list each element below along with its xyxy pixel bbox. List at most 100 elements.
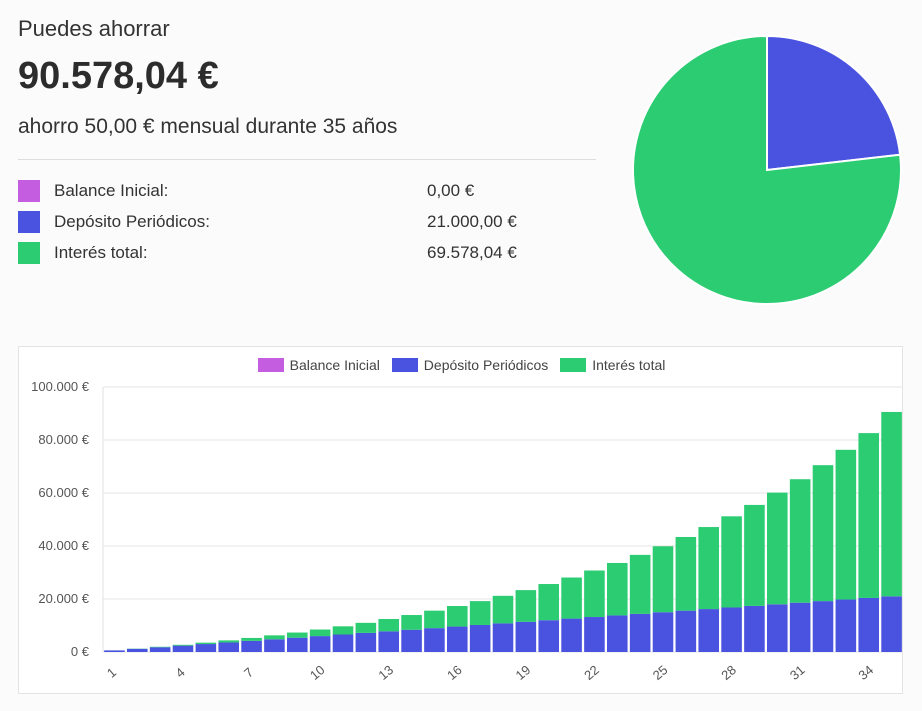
bar-segment-interest-18[interactable]: [492, 595, 514, 624]
bar-segment-deposits-34[interactable]: [858, 597, 879, 652]
bar-segment-interest-34[interactable]: [858, 433, 879, 598]
legend-label: Balance Inicial: [289, 357, 380, 373]
bar-segment-deposits-33[interactable]: [835, 599, 857, 652]
bar-segment-deposits-7[interactable]: [241, 640, 262, 652]
pie-slice-dep-sito-peri-dicos[interactable]: [766, 34, 902, 172]
bar-segment-interest-31[interactable]: [789, 479, 811, 603]
bar-segment-deposits-28[interactable]: [721, 607, 742, 652]
bar-segment-interest-17[interactable]: [469, 601, 491, 625]
x-tick-label: 19: [513, 662, 534, 683]
x-tick-label: 13: [375, 662, 396, 683]
total-amount: 90.578,04 €: [18, 55, 219, 97]
legend-swatch: [391, 358, 418, 372]
x-tick-label: 4: [173, 664, 188, 680]
y-tick-label: 20.000 €: [38, 591, 89, 606]
bar-segment-interest-12[interactable]: [355, 622, 377, 633]
bar-segment-deposits-17[interactable]: [469, 624, 491, 652]
bar-segment-interest-22[interactable]: [584, 570, 605, 618]
bar-segment-interest-5[interactable]: [195, 642, 217, 645]
bar-segment-deposits-18[interactable]: [492, 623, 514, 652]
x-tick-label: 31: [787, 662, 808, 683]
pie-slice-inter-s-total[interactable]: [632, 34, 902, 305]
bar-segment-deposits-3[interactable]: [149, 647, 171, 652]
bar-segment-interest-14[interactable]: [401, 615, 422, 630]
bar-segment-deposits-2[interactable]: [127, 648, 148, 652]
bar-segment-deposits-25[interactable]: [652, 612, 674, 652]
savings-summary: Puedes ahorrar 90.578,04 € ahorro 50,00 …: [18, 14, 598, 142]
bar-segment-deposits-8[interactable]: [264, 639, 285, 652]
breakdown-label: Depósito Periódicos:: [54, 212, 210, 231]
x-tick-label: 25: [650, 662, 671, 683]
bar-segment-interest-13[interactable]: [378, 619, 399, 632]
bar-segment-interest-35[interactable]: [881, 411, 902, 597]
bar-segment-deposits-1[interactable]: [104, 650, 125, 652]
bar-segment-interest-11[interactable]: [332, 626, 354, 635]
color-swatch: [18, 211, 40, 233]
bar-segment-deposits-16[interactable]: [447, 626, 468, 652]
breakdown-list: Balance Inicial: 0,00 € Depósito Periódi…: [18, 178, 578, 271]
breakdown-value: 0,00 €: [427, 181, 475, 200]
breakdown-label: Balance Inicial:: [54, 181, 169, 200]
y-tick-label: 0 €: [71, 644, 90, 659]
legend-label: Depósito Periódicos: [423, 357, 549, 373]
breakdown-row-initial: Balance Inicial: 0,00 €: [18, 178, 578, 209]
bar-segment-deposits-15[interactable]: [424, 628, 445, 652]
bar-segment-deposits-21[interactable]: [561, 618, 582, 652]
bar-segment-interest-25[interactable]: [652, 546, 674, 613]
bar-segment-deposits-19[interactable]: [515, 621, 537, 652]
bar-segment-deposits-10[interactable]: [309, 636, 331, 652]
bar-segment-deposits-12[interactable]: [355, 632, 377, 652]
savings-description: ahorro 50,00 € mensual durante 35 años: [18, 115, 398, 138]
bar-segment-deposits-35[interactable]: [881, 596, 902, 652]
bar-segment-deposits-22[interactable]: [584, 617, 605, 652]
bar-segment-deposits-6[interactable]: [218, 642, 239, 652]
color-swatch: [18, 180, 40, 202]
bar-segment-deposits-14[interactable]: [401, 629, 422, 652]
bar-segment-interest-20[interactable]: [538, 584, 559, 621]
bar-segment-interest-33[interactable]: [835, 449, 857, 600]
bar-segment-deposits-26[interactable]: [675, 610, 697, 652]
bar-segment-interest-6[interactable]: [218, 640, 239, 643]
bar-segment-interest-28[interactable]: [721, 516, 742, 608]
bar-segment-deposits-29[interactable]: [744, 605, 765, 652]
legend-item-initial[interactable]: Balance Inicial: [257, 357, 380, 373]
bar-segment-interest-27[interactable]: [698, 527, 719, 610]
bar-segment-deposits-20[interactable]: [538, 620, 559, 652]
bar-segment-interest-4[interactable]: [172, 644, 194, 646]
bar-segment-interest-19[interactable]: [515, 590, 537, 622]
bar-segment-interest-23[interactable]: [607, 562, 628, 616]
y-tick-label: 80.000 €: [38, 432, 89, 447]
legend-swatch: [560, 358, 587, 372]
x-tick-label: 22: [581, 662, 602, 683]
legend-item-interest[interactable]: Interés total: [560, 357, 665, 373]
bar-segment-interest-21[interactable]: [561, 577, 582, 619]
bar-segment-deposits-5[interactable]: [195, 644, 217, 652]
bar-segment-deposits-23[interactable]: [607, 615, 628, 652]
bar-segment-interest-26[interactable]: [675, 536, 697, 611]
x-tick-label: 28: [718, 662, 739, 683]
bar-segment-interest-16[interactable]: [447, 606, 468, 627]
bar-segment-interest-9[interactable]: [287, 632, 308, 638]
bar-segment-interest-30[interactable]: [767, 492, 788, 605]
summary-heading: Puedes ahorrar: [18, 16, 170, 41]
bar-segment-deposits-13[interactable]: [378, 631, 399, 652]
bar-segment-deposits-27[interactable]: [698, 609, 719, 652]
bar-segment-deposits-11[interactable]: [332, 634, 354, 652]
breakdown-row-deposits: Depósito Periódicos: 21.000,00 €: [18, 209, 578, 240]
bar-segment-interest-7[interactable]: [241, 637, 262, 641]
bar-segment-deposits-31[interactable]: [789, 602, 811, 652]
x-tick-label: 1: [104, 664, 119, 680]
bar-segment-interest-15[interactable]: [424, 610, 445, 629]
bar-segment-deposits-9[interactable]: [287, 637, 308, 652]
bar-segment-interest-8[interactable]: [264, 635, 285, 640]
bar-segment-interest-32[interactable]: [812, 465, 834, 602]
bar-segment-interest-24[interactable]: [629, 554, 651, 614]
legend-item-deposits[interactable]: Depósito Periódicos: [391, 357, 549, 373]
breakdown-row-interest: Interés total: 69.578,04 €: [18, 240, 578, 271]
bar-segment-deposits-32[interactable]: [812, 601, 834, 652]
bar-segment-deposits-30[interactable]: [767, 604, 788, 652]
bar-segment-deposits-4[interactable]: [172, 645, 194, 652]
bar-segment-deposits-24[interactable]: [629, 613, 651, 652]
bar-segment-interest-29[interactable]: [744, 504, 765, 606]
bar-segment-interest-10[interactable]: [309, 629, 331, 637]
